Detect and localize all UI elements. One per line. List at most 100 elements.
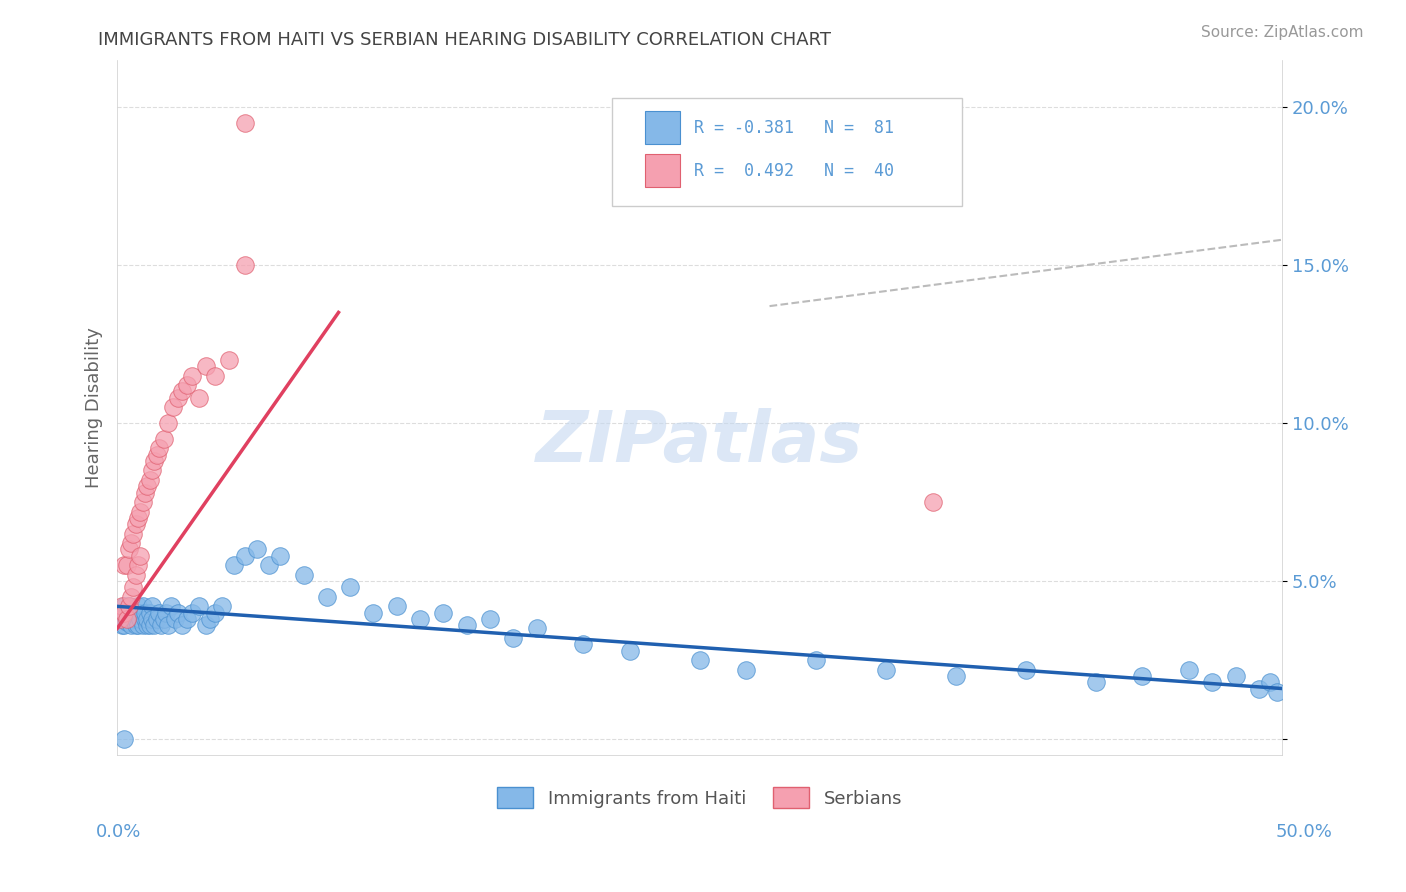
- Point: [165, 612, 187, 626]
- Point: [246, 542, 269, 557]
- Point: [122, 612, 145, 626]
- Point: [139, 606, 162, 620]
- Y-axis label: Hearing Disability: Hearing Disability: [86, 326, 103, 488]
- Point: [120, 606, 142, 620]
- Point: [125, 517, 148, 532]
- Point: [129, 612, 152, 626]
- Point: [257, 558, 280, 573]
- Point: [118, 599, 141, 614]
- Point: [172, 618, 194, 632]
- Point: [166, 606, 188, 620]
- Text: Source: ZipAtlas.com: Source: ZipAtlas.com: [1201, 25, 1364, 40]
- Point: [339, 581, 361, 595]
- Point: [134, 612, 156, 626]
- Point: [141, 599, 163, 614]
- Point: [136, 618, 159, 632]
- Point: [115, 606, 138, 620]
- Point: [945, 669, 967, 683]
- Point: [187, 391, 209, 405]
- Point: [146, 448, 169, 462]
- Point: [456, 618, 478, 632]
- Point: [155, 606, 177, 620]
- Point: [136, 479, 159, 493]
- FancyBboxPatch shape: [612, 98, 962, 206]
- Point: [1201, 675, 1223, 690]
- Text: R =  0.492   N =  40: R = 0.492 N = 40: [693, 161, 894, 179]
- Point: [132, 618, 155, 632]
- Point: [152, 612, 174, 626]
- Point: [122, 606, 145, 620]
- Point: [112, 612, 135, 626]
- Point: [233, 549, 256, 563]
- Point: [162, 401, 184, 415]
- Point: [112, 732, 135, 747]
- Point: [166, 391, 188, 405]
- Point: [129, 549, 152, 563]
- Point: [132, 599, 155, 614]
- Point: [218, 352, 240, 367]
- Point: [875, 663, 897, 677]
- Point: [134, 485, 156, 500]
- Point: [222, 558, 245, 573]
- Point: [112, 599, 135, 614]
- Text: 0.0%: 0.0%: [96, 822, 141, 840]
- Point: [1267, 684, 1289, 698]
- Point: [1247, 681, 1270, 696]
- Point: [139, 618, 162, 632]
- Point: [157, 618, 180, 632]
- Point: [180, 368, 202, 383]
- Point: [176, 378, 198, 392]
- Point: [269, 549, 291, 563]
- Point: [432, 606, 454, 620]
- Point: [112, 606, 135, 620]
- Point: [148, 606, 170, 620]
- Point: [120, 590, 142, 604]
- Point: [233, 258, 256, 272]
- Point: [125, 618, 148, 632]
- Point: [118, 542, 141, 557]
- Point: [125, 567, 148, 582]
- Point: [152, 432, 174, 446]
- Point: [120, 618, 142, 632]
- Point: [108, 612, 131, 626]
- Text: IMMIGRANTS FROM HAITI VS SERBIAN HEARING DISABILITY CORRELATION CHART: IMMIGRANTS FROM HAITI VS SERBIAN HEARING…: [98, 31, 831, 49]
- Point: [502, 631, 524, 645]
- Point: [111, 618, 134, 632]
- Point: [157, 416, 180, 430]
- Point: [526, 622, 548, 636]
- Point: [115, 558, 138, 573]
- Point: [141, 612, 163, 626]
- Point: [112, 558, 135, 573]
- Point: [172, 384, 194, 399]
- Point: [134, 606, 156, 620]
- Point: [122, 581, 145, 595]
- Point: [108, 612, 131, 626]
- Point: [141, 463, 163, 477]
- Point: [115, 612, 138, 626]
- Point: [176, 612, 198, 626]
- Text: ZIPatlas: ZIPatlas: [536, 408, 863, 476]
- Point: [363, 606, 385, 620]
- Point: [127, 558, 149, 573]
- Point: [233, 116, 256, 130]
- Point: [127, 511, 149, 525]
- Point: [139, 473, 162, 487]
- Point: [619, 643, 641, 657]
- Point: [1084, 675, 1107, 690]
- Point: [118, 599, 141, 614]
- Point: [315, 590, 337, 604]
- Point: [150, 618, 173, 632]
- Point: [1015, 663, 1038, 677]
- FancyBboxPatch shape: [645, 111, 681, 145]
- Point: [115, 615, 138, 629]
- Point: [921, 495, 943, 509]
- Point: [689, 653, 711, 667]
- Point: [204, 368, 226, 383]
- Point: [292, 567, 315, 582]
- Point: [804, 653, 827, 667]
- Point: [120, 536, 142, 550]
- Point: [735, 663, 758, 677]
- Point: [127, 618, 149, 632]
- Point: [112, 618, 135, 632]
- Point: [111, 599, 134, 614]
